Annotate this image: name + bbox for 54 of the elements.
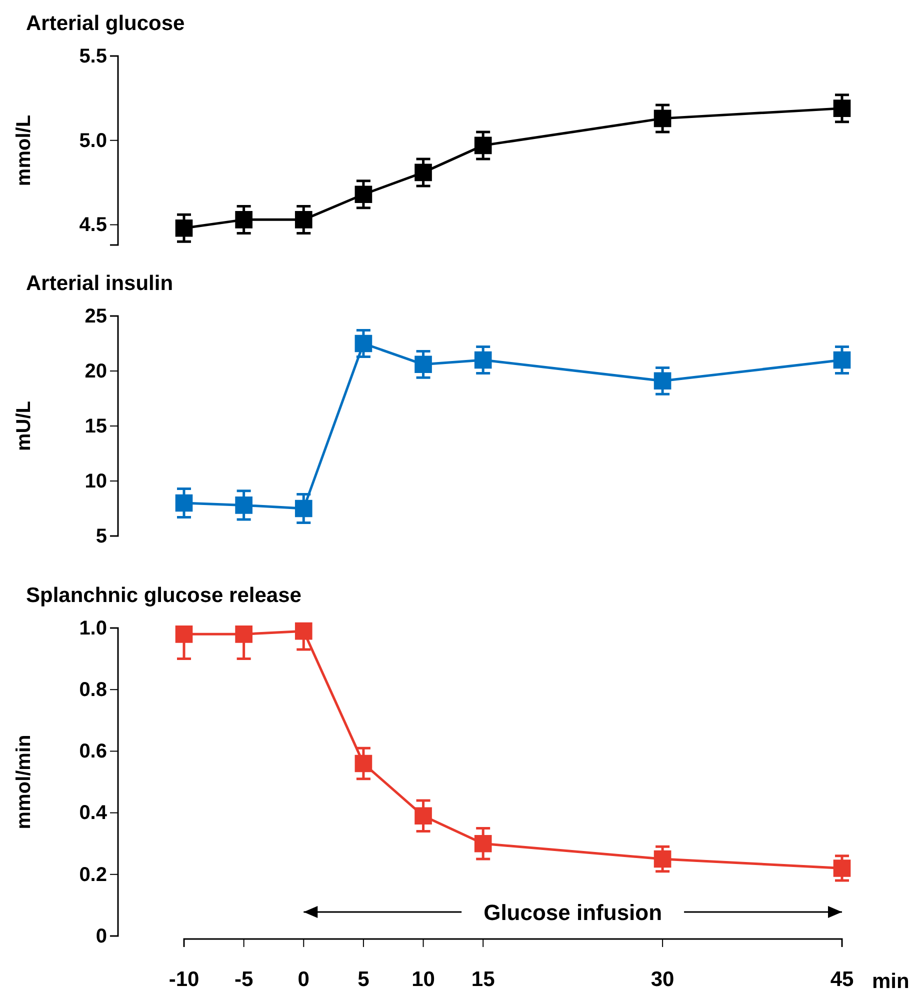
- y-axis-title: mmol/L: [13, 114, 35, 186]
- point: [294, 622, 312, 640]
- x-tick-label: -5: [234, 968, 254, 991]
- y-tick-label: 5: [96, 525, 107, 548]
- point: [414, 807, 432, 825]
- point: [235, 496, 252, 514]
- y-tick-label: 25: [84, 305, 107, 328]
- point: [474, 136, 492, 154]
- x-tick-label: 0: [298, 968, 310, 991]
- y-tick-label: 0.2: [79, 864, 107, 886]
- point: [294, 211, 312, 228]
- x-tick-label: 45: [830, 968, 854, 991]
- point: [414, 356, 432, 374]
- x-tick-label: 5: [358, 968, 370, 991]
- y-tick-label: 0.4: [79, 802, 108, 824]
- annotation: Glucose infusion: [484, 900, 662, 925]
- y-tick-label: 5.5: [79, 45, 107, 68]
- point: [654, 850, 672, 868]
- y-tick-label: 10: [84, 470, 107, 492]
- point: [474, 834, 492, 852]
- point: [175, 626, 193, 643]
- chart-title: Splanchnic glucose release: [26, 584, 302, 607]
- x-tick-label: 15: [471, 968, 496, 991]
- point: [654, 110, 672, 128]
- point: [175, 494, 193, 512]
- y-tick-label: 0.8: [79, 679, 107, 701]
- chart-title: Arterial insulin: [26, 272, 174, 295]
- point: [833, 100, 851, 117]
- point: [833, 860, 851, 877]
- y-axis-title: mmol/min: [13, 734, 35, 830]
- y-tick-label: 5.0: [79, 130, 107, 152]
- point: [474, 351, 492, 369]
- point: [235, 626, 252, 643]
- y-tick-label: 0.6: [79, 740, 107, 763]
- point: [354, 334, 372, 352]
- chart-title: Arterial glucose: [26, 12, 185, 35]
- y-tick-label: 20: [84, 360, 107, 382]
- x-tick-label: -10: [168, 968, 200, 991]
- y-tick-label: 15: [84, 415, 107, 438]
- y-tick-label: 0: [96, 925, 107, 948]
- point: [833, 351, 851, 369]
- point: [654, 372, 672, 390]
- point: [414, 164, 432, 182]
- point: [175, 219, 193, 237]
- y-tick-label: 1.0: [79, 617, 107, 640]
- point: [354, 754, 372, 772]
- y-tick-label: 4.5: [79, 214, 107, 236]
- y-axis-title: mU/L: [13, 401, 35, 451]
- x-tick-label: 10: [412, 968, 435, 991]
- point: [235, 211, 252, 228]
- point: [354, 186, 372, 204]
- point: [294, 500, 312, 518]
- x-axis-title: min: [872, 970, 910, 991]
- x-tick-label: 30: [650, 968, 674, 991]
